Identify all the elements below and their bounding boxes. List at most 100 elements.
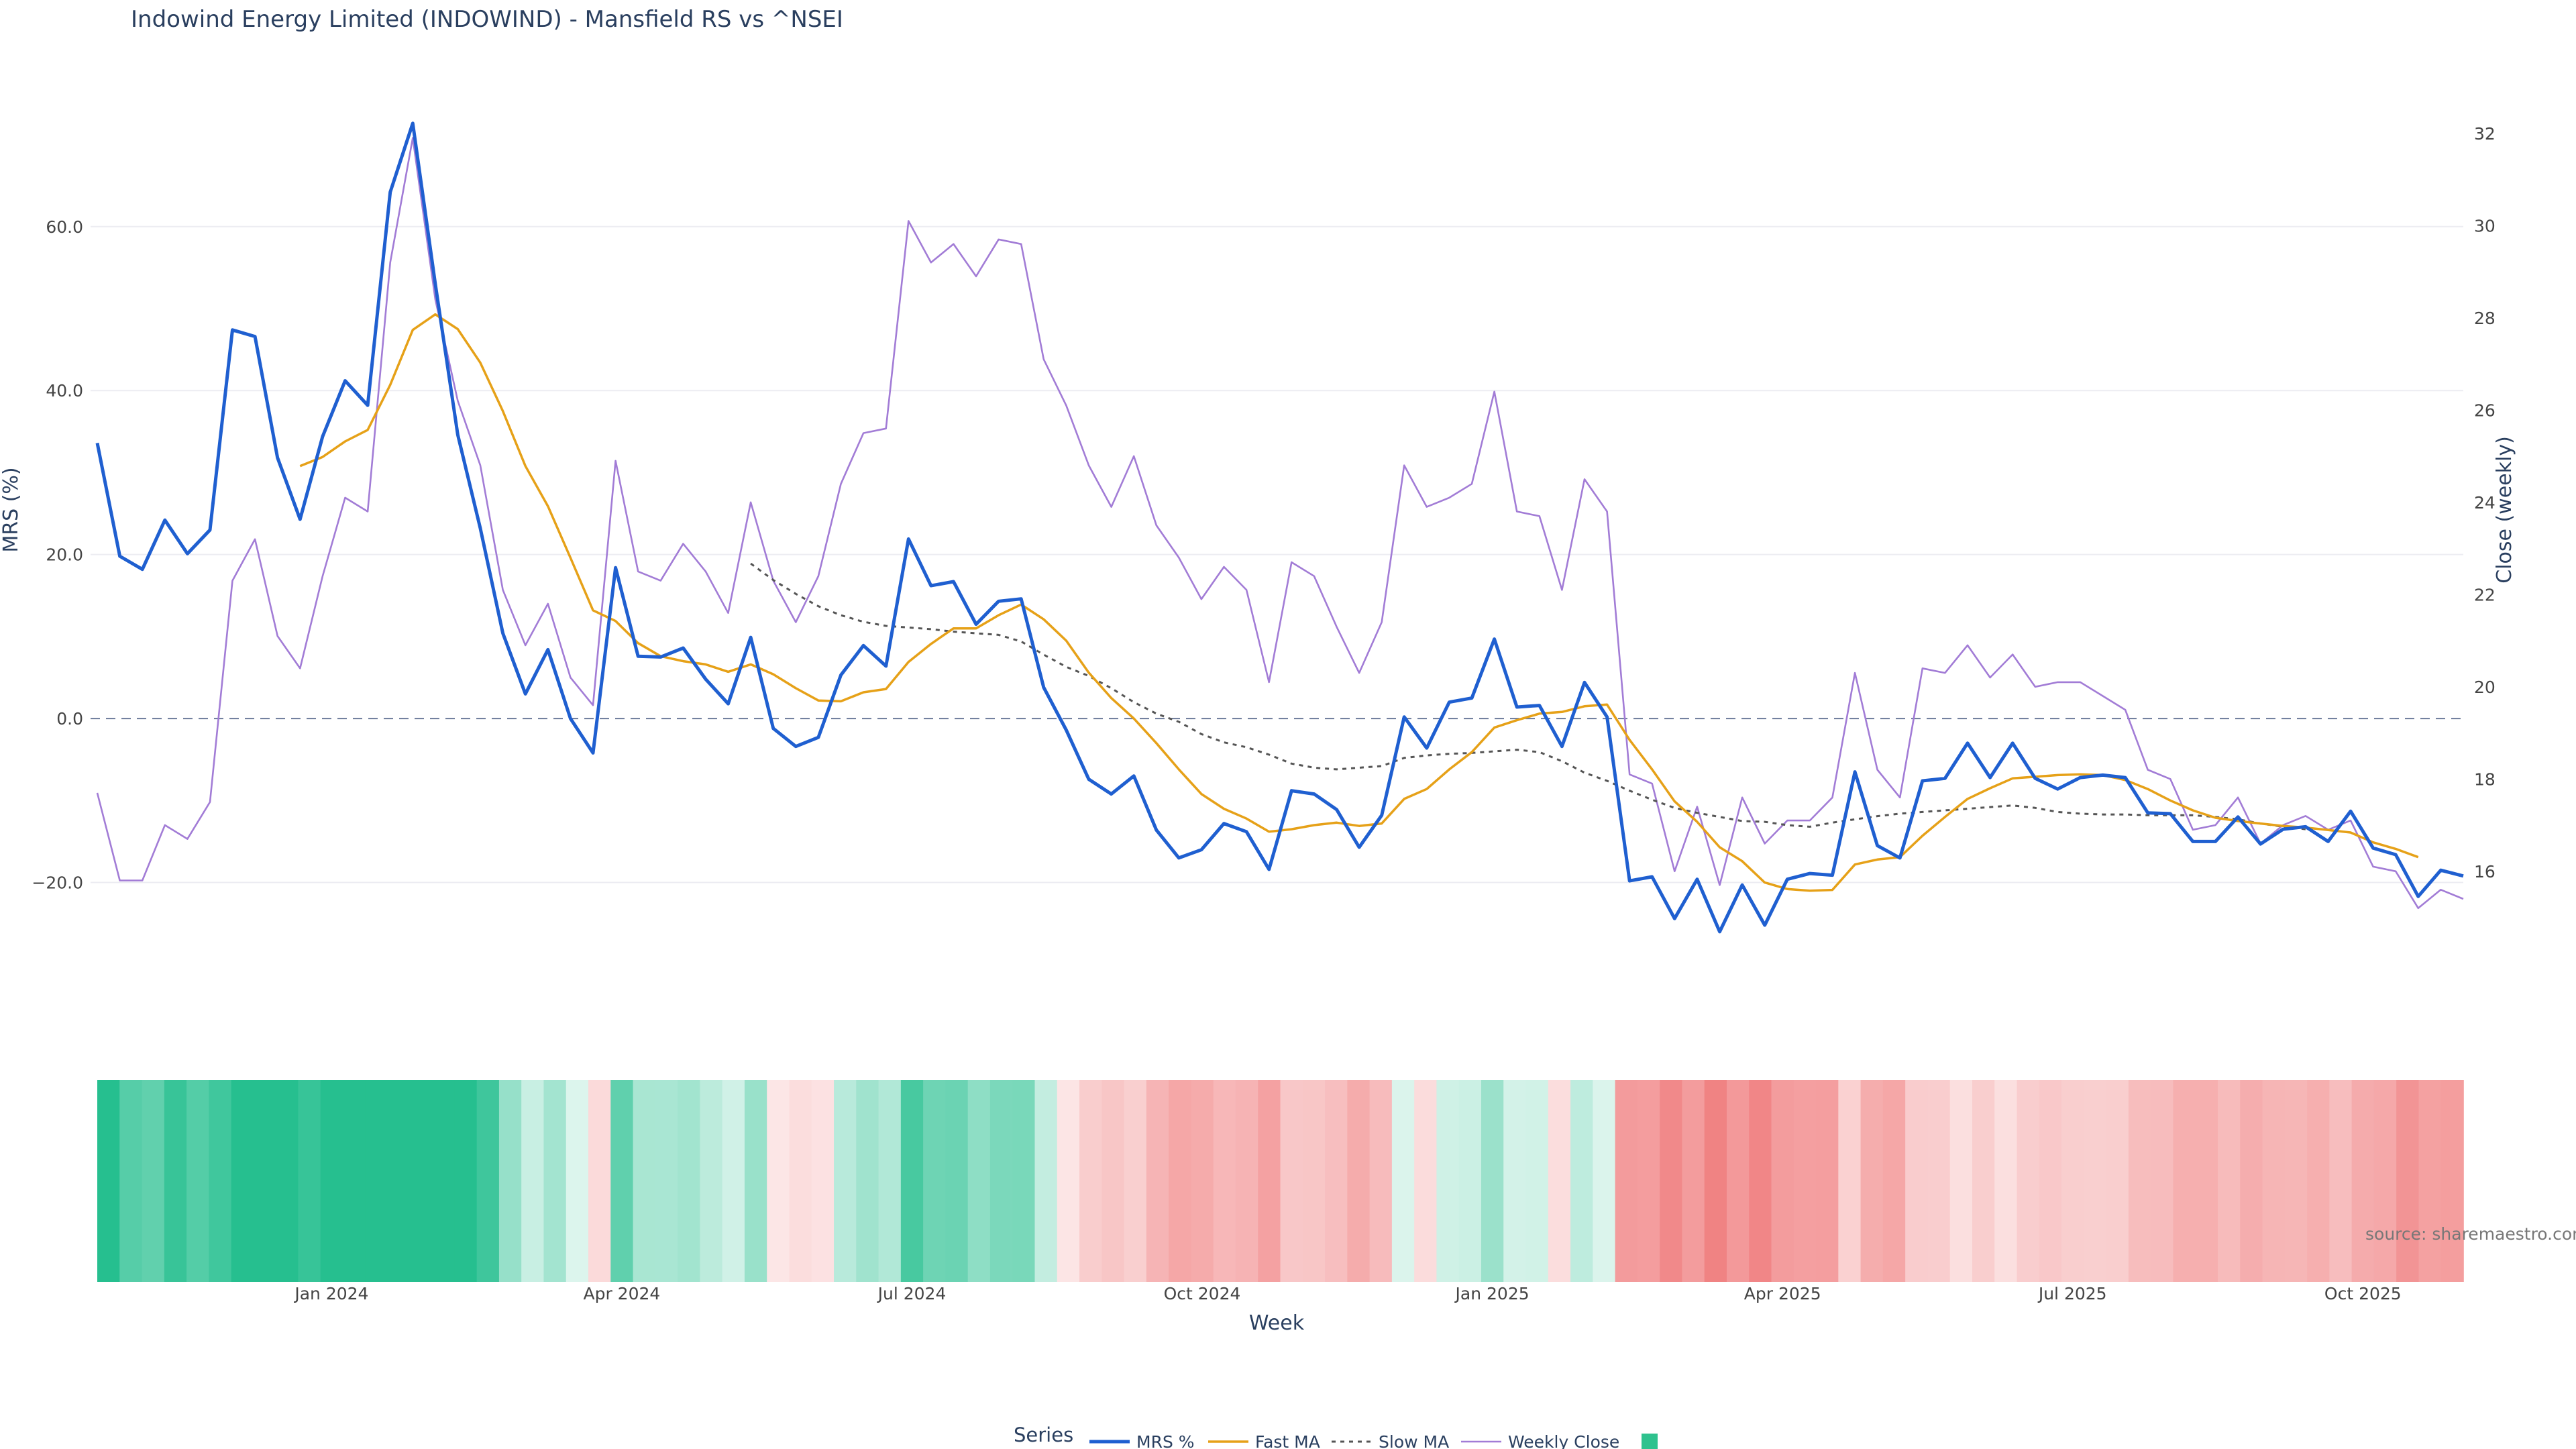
heat-cell — [97, 1080, 121, 1282]
right-axis-ticks: 16 18 20 22 24 26 28 30 32 — [2474, 124, 2496, 881]
heat-cell — [1436, 1080, 1460, 1282]
heat-cell — [2418, 1080, 2442, 1282]
heat-cell — [1414, 1080, 1438, 1282]
heat-cell — [1525, 1080, 1549, 1282]
weekly-close-line — [96, 137, 2464, 910]
heat-cell — [1838, 1080, 1862, 1282]
fast-ma-line — [299, 313, 2419, 892]
heat-cell — [521, 1080, 545, 1282]
y2-tick-label: 20 — [2474, 678, 2496, 697]
heat-cell — [1057, 1080, 1080, 1282]
heat-cell — [2373, 1080, 2397, 1282]
heat-cell — [1905, 1080, 1929, 1282]
heat-cell — [678, 1080, 701, 1282]
heat-cell — [1637, 1080, 1660, 1282]
heat-cell — [1079, 1080, 1103, 1282]
heat-cell — [967, 1080, 991, 1282]
heat-cell — [2240, 1080, 2263, 1282]
x-tick-label: Oct 2025 — [2324, 1284, 2402, 1303]
heat-cell — [1749, 1080, 1772, 1282]
heat-cell — [1927, 1080, 1951, 1282]
heat-cell — [253, 1080, 276, 1282]
heat-cell — [1191, 1080, 1214, 1282]
y-tick-label: 0.0 — [56, 709, 83, 729]
x-tick-label: Jul 2024 — [877, 1284, 947, 1303]
heat-cell — [543, 1080, 567, 1282]
heat-cell — [1213, 1080, 1236, 1282]
heat-cell — [1548, 1080, 1571, 1282]
heat-cell — [2128, 1080, 2151, 1282]
heat-cell — [1391, 1080, 1415, 1282]
legend-mrs-label: MRS % — [1136, 1432, 1195, 1449]
heat-cell — [1949, 1080, 1973, 1282]
y-tick-label: −20.0 — [32, 873, 83, 893]
heat-cell — [1302, 1080, 1326, 1282]
y-tick-label: 20.0 — [46, 545, 83, 565]
heat-cell — [945, 1080, 969, 1282]
heat-cell — [186, 1080, 210, 1282]
heat-cell — [2173, 1080, 2196, 1282]
heat-cell — [498, 1080, 522, 1282]
heat-cell — [209, 1080, 232, 1282]
x-tick-label: Jan 2024 — [293, 1284, 368, 1303]
x-tick-label: Jan 2025 — [1454, 1284, 1529, 1303]
heat-cell — [276, 1080, 299, 1282]
y2-axis-title: Close (weekly) — [2493, 436, 2516, 584]
heat-cell — [1994, 1080, 2018, 1282]
heat-cell — [878, 1080, 902, 1282]
rs-heatmap-strip — [97, 1080, 2464, 1282]
heat-cell — [2329, 1080, 2353, 1282]
heat-cell — [231, 1080, 254, 1282]
heat-cell — [610, 1080, 634, 1282]
heat-cell — [767, 1080, 790, 1282]
x-axis-ticks: Jan 2024 Apr 2024 Jul 2024 Oct 2024 Jan 2025… — [293, 1284, 2401, 1303]
heat-cell — [655, 1080, 678, 1282]
heat-cell — [1682, 1080, 1705, 1282]
heat-cell — [2351, 1080, 2375, 1282]
heat-cell — [142, 1080, 165, 1282]
heat-cell — [722, 1080, 745, 1282]
legend: Series MRS % Fast MA Slow MA Weekly Close — [1014, 1424, 1658, 1449]
heat-cell — [1347, 1080, 1371, 1282]
heat-cell — [744, 1080, 767, 1282]
heat-cell — [1458, 1080, 1482, 1282]
legend-title: Series — [1014, 1424, 1073, 1446]
heat-cell — [476, 1080, 500, 1282]
heat-cell — [164, 1080, 187, 1282]
heat-cell — [1012, 1080, 1036, 1282]
heat-cell — [1816, 1080, 1839, 1282]
x-tick-label: Apr 2024 — [583, 1284, 660, 1303]
heat-cell — [1369, 1080, 1393, 1282]
heat-cell — [1146, 1080, 1169, 1282]
heat-cell — [1593, 1080, 1616, 1282]
y2-tick-label: 24 — [2474, 493, 2496, 513]
y2-tick-label: 26 — [2474, 400, 2496, 420]
legend-slow-ma-label: Slow MA — [1379, 1432, 1449, 1449]
x-tick-label: Jul 2025 — [2037, 1284, 2107, 1303]
heat-cell — [633, 1080, 656, 1282]
heat-cell — [387, 1080, 411, 1282]
slow-ma-line — [750, 562, 2306, 830]
heat-cell — [900, 1080, 924, 1282]
y2-tick-label: 32 — [2474, 124, 2496, 144]
heat-cell — [2061, 1080, 2085, 1282]
heat-cell — [1169, 1080, 1192, 1282]
legend-heatmap-swatch — [1642, 1434, 1658, 1449]
heat-cell — [343, 1080, 366, 1282]
heat-cell — [1704, 1080, 1727, 1282]
heat-cell — [1235, 1080, 1259, 1282]
heat-cell — [2084, 1080, 2107, 1282]
heat-cell — [2195, 1080, 2218, 1282]
heat-cell — [320, 1080, 343, 1282]
heat-cell — [2440, 1080, 2464, 1282]
heat-cell — [1726, 1080, 1750, 1282]
heat-cell — [1124, 1080, 1147, 1282]
mrs-line — [95, 121, 2464, 934]
heat-cell — [2284, 1080, 2308, 1282]
y2-tick-label: 16 — [2474, 862, 2496, 881]
heat-cell — [989, 1080, 1014, 1282]
heat-cell — [1860, 1080, 1884, 1282]
heat-cell — [1882, 1080, 1906, 1282]
heat-cell — [2262, 1080, 2286, 1282]
